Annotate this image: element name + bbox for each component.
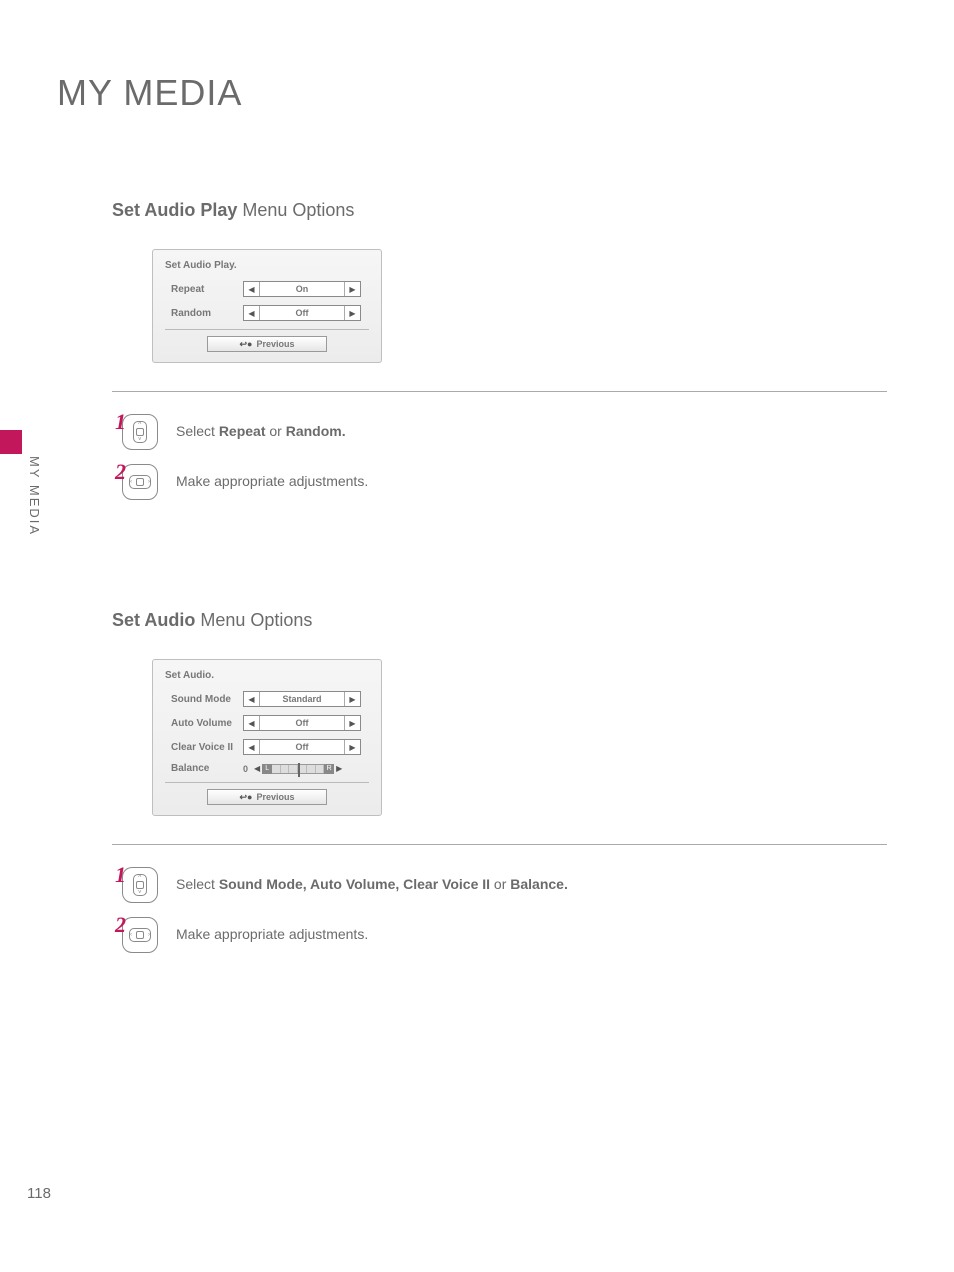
dpad-horizontal-icon: ‹ › (122, 917, 158, 953)
dpad-vertical-icon: ˄ ˅ (122, 867, 158, 903)
spinner-sound-mode[interactable]: ◀ Standard ▶ (243, 691, 361, 707)
step-1: 1 ˄ ˅ Select Sound Mode, Auto Volume, Cl… (112, 867, 887, 903)
previous-label: Previous (256, 339, 294, 349)
heading-bold: Set Audio (112, 610, 195, 630)
balance-right-label: R (324, 764, 334, 774)
dpad-horizontal-icon: ‹ › (122, 464, 158, 500)
spinner-value: Off (260, 742, 344, 752)
step-text: Select Sound Mode, Auto Volume, Clear Vo… (176, 875, 568, 895)
previous-label: Previous (256, 792, 294, 802)
text: Select (176, 876, 219, 892)
arrow-right-icon[interactable]: ▶ (344, 282, 360, 296)
page-number: 118 (27, 1185, 51, 1202)
arrow-left-icon[interactable]: ◀ (244, 740, 260, 754)
option-row-auto-volume: Auto Volume ◀ Off ▶ (165, 715, 369, 731)
text-bold: Random. (286, 423, 346, 439)
previous-button[interactable]: ↩● Previous (207, 789, 327, 805)
content-area: Set Audio Play Menu Options Set Audio Pl… (112, 200, 887, 967)
heading-rest: Menu Options (195, 610, 312, 630)
spinner-random[interactable]: ◀ Off ▶ (243, 305, 361, 321)
arrow-left-icon[interactable]: ◀ (244, 716, 260, 730)
spinner-clear-voice[interactable]: ◀ Off ▶ (243, 739, 361, 755)
dpad-vertical-icon: ˄ ˅ (122, 414, 158, 450)
balance-left-label: L (262, 764, 272, 774)
step-number: 1 (112, 409, 126, 435)
spinner-value: Off (260, 718, 344, 728)
panel-title: Set Audio Play. (165, 260, 369, 271)
side-tab-marker (0, 430, 22, 454)
arrow-left-icon[interactable]: ◀ (254, 764, 260, 773)
step-number: 2 (112, 912, 126, 938)
arrow-right-icon[interactable]: ▶ (344, 740, 360, 754)
option-row-sound-mode: Sound Mode ◀ Standard ▶ (165, 691, 369, 707)
step-text: Select Repeat or Random. (176, 422, 346, 442)
balance-value: 0 (243, 764, 248, 774)
spinner-value: Off (260, 308, 344, 318)
option-row-repeat: Repeat ◀ On ▶ (165, 281, 369, 297)
heading-bold: Set Audio Play (112, 200, 237, 220)
divider (165, 782, 369, 783)
arrow-left-icon[interactable]: ◀ (244, 306, 260, 320)
divider (112, 391, 887, 392)
arrow-right-icon[interactable]: ▶ (344, 692, 360, 706)
text-bold: Balance. (510, 876, 568, 892)
option-label: Auto Volume (165, 718, 243, 729)
text: Select (176, 423, 219, 439)
arrow-right-icon[interactable]: ▶ (344, 716, 360, 730)
option-label: Random (165, 308, 243, 319)
balance-slider[interactable]: L R (262, 764, 334, 774)
step-2: 2 ‹ › Make appropriate adjustments. (112, 917, 887, 953)
arrow-right-icon[interactable]: ▶ (336, 764, 342, 773)
return-icon: ↩● (239, 792, 252, 803)
panel-set-audio-play: Set Audio Play. Repeat ◀ On ▶ Random ◀ O… (152, 249, 382, 363)
option-row-random: Random ◀ Off ▶ (165, 305, 369, 321)
step-number: 1 (112, 862, 126, 888)
step-text: Make appropriate adjustments. (176, 472, 368, 492)
divider (165, 329, 369, 330)
side-section-label: MY MEDIA (27, 456, 42, 536)
return-icon: ↩● (239, 339, 252, 350)
spinner-value: On (260, 284, 344, 294)
step-1: 1 ˄ ˅ Select Repeat or Random. (112, 414, 887, 450)
option-label: Clear Voice II (165, 742, 243, 753)
option-label: Repeat (165, 284, 243, 295)
step-number: 2 (112, 459, 126, 485)
heading-rest: Menu Options (237, 200, 354, 220)
text: or (490, 876, 510, 892)
section-heading-audio-play: Set Audio Play Menu Options (112, 200, 887, 221)
divider (112, 844, 887, 845)
spinner-value: Standard (260, 694, 344, 704)
option-label: Balance (165, 763, 243, 774)
text: or (266, 423, 286, 439)
spinner-auto-volume[interactable]: ◀ Off ▶ (243, 715, 361, 731)
arrow-left-icon[interactable]: ◀ (244, 692, 260, 706)
option-row-clear-voice: Clear Voice II ◀ Off ▶ (165, 739, 369, 755)
spinner-repeat[interactable]: ◀ On ▶ (243, 281, 361, 297)
step-text: Make appropriate adjustments. (176, 925, 368, 945)
option-row-balance: Balance 0 ◀ L R ▶ (165, 763, 369, 774)
step-2: 2 ‹ › Make appropriate adjustments. (112, 464, 887, 500)
panel-title: Set Audio. (165, 670, 369, 681)
text-bold: Repeat (219, 423, 266, 439)
text-bold: Sound Mode, Auto Volume, Clear Voice II (219, 876, 490, 892)
section-heading-audio: Set Audio Menu Options (112, 610, 887, 631)
page-title: MY MEDIA (57, 72, 242, 114)
panel-set-audio: Set Audio. Sound Mode ◀ Standard ▶ Auto … (152, 659, 382, 816)
previous-button[interactable]: ↩● Previous (207, 336, 327, 352)
arrow-right-icon[interactable]: ▶ (344, 306, 360, 320)
option-label: Sound Mode (165, 694, 243, 705)
arrow-left-icon[interactable]: ◀ (244, 282, 260, 296)
